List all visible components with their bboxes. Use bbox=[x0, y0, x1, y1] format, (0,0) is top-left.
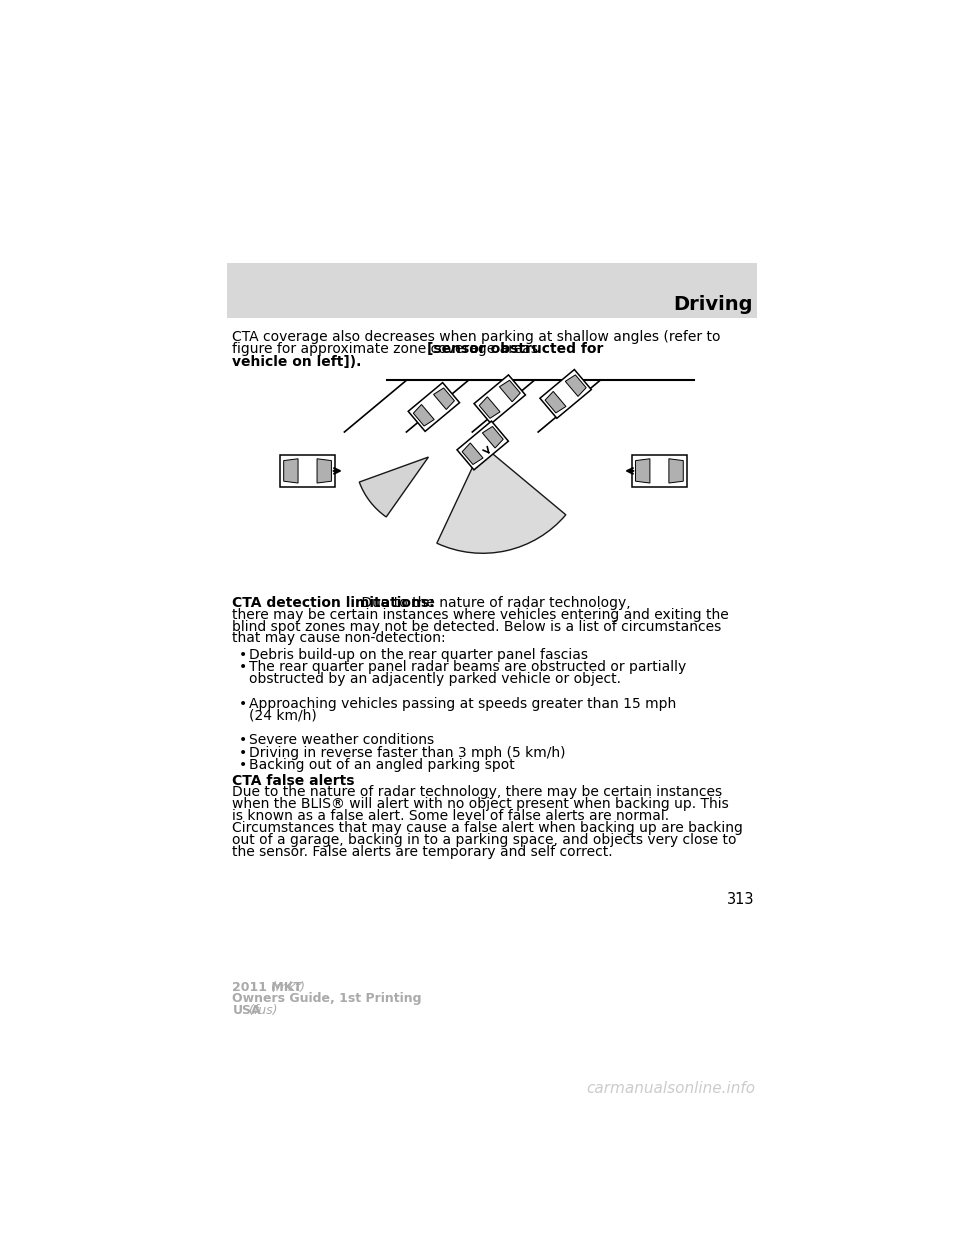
Text: Approaching vehicles passing at speeds greater than 15 mph: Approaching vehicles passing at speeds g… bbox=[250, 697, 677, 710]
Text: is known as a false alert. Some level of false alerts are normal.: is known as a false alert. Some level of… bbox=[232, 810, 669, 823]
Text: •: • bbox=[239, 734, 247, 748]
Polygon shape bbox=[457, 421, 509, 469]
Polygon shape bbox=[408, 383, 460, 431]
Text: Due to the nature of radar technology, there may be certain instances: Due to the nature of radar technology, t… bbox=[232, 785, 723, 800]
Polygon shape bbox=[565, 375, 587, 396]
Text: when the BLIS® will alert with no object present when backing up. This: when the BLIS® will alert with no object… bbox=[232, 797, 730, 811]
Text: 313: 313 bbox=[727, 892, 754, 907]
Text: The rear quarter panel radar beams are obstructed or partially: The rear quarter panel radar beams are o… bbox=[250, 661, 686, 674]
Text: there may be certain instances where vehicles entering and exiting the: there may be certain instances where veh… bbox=[232, 607, 730, 621]
Text: blind spot zones may not be detected. Below is a list of circumstances: blind spot zones may not be detected. Be… bbox=[232, 620, 722, 633]
Polygon shape bbox=[540, 370, 591, 419]
Text: (fus): (fus) bbox=[246, 1004, 277, 1017]
Text: •: • bbox=[239, 648, 247, 662]
Text: CTA false alerts: CTA false alerts bbox=[232, 774, 355, 787]
Text: •: • bbox=[239, 758, 247, 773]
Text: •: • bbox=[239, 745, 247, 760]
Text: Backing out of an angled parking spot: Backing out of an angled parking spot bbox=[250, 758, 516, 773]
Text: Severe weather conditions: Severe weather conditions bbox=[250, 734, 435, 748]
Text: CTA coverage also decreases when parking at shallow angles (refer to: CTA coverage also decreases when parking… bbox=[232, 330, 721, 344]
Text: 2011 MKT: 2011 MKT bbox=[232, 981, 302, 994]
Polygon shape bbox=[479, 396, 500, 419]
Text: the sensor. False alerts are temporary and self correct.: the sensor. False alerts are temporary a… bbox=[232, 845, 613, 859]
Polygon shape bbox=[499, 380, 520, 401]
Text: that may cause non-detection:: that may cause non-detection: bbox=[232, 631, 446, 646]
Text: Driving in reverse faster than 3 mph (5 km/h): Driving in reverse faster than 3 mph (5 … bbox=[250, 745, 566, 760]
Polygon shape bbox=[633, 455, 686, 487]
Polygon shape bbox=[462, 443, 483, 465]
Wedge shape bbox=[437, 446, 565, 553]
Text: Debris build-up on the rear quarter panel fascias: Debris build-up on the rear quarter pane… bbox=[250, 648, 588, 662]
Wedge shape bbox=[359, 457, 428, 517]
Text: (24 km/h): (24 km/h) bbox=[250, 709, 317, 723]
Text: vehicle on left]).: vehicle on left]). bbox=[232, 355, 362, 369]
Bar bbox=[227, 263, 757, 318]
Text: (mkt): (mkt) bbox=[267, 981, 305, 994]
Polygon shape bbox=[482, 426, 503, 448]
Text: out of a garage, backing in to a parking space, and objects very close to: out of a garage, backing in to a parking… bbox=[232, 833, 737, 847]
Text: Owners Guide, 1st Printing: Owners Guide, 1st Printing bbox=[232, 992, 421, 1005]
Text: obstructed by an adjacently parked vehicle or object.: obstructed by an adjacently parked vehic… bbox=[250, 672, 621, 687]
Polygon shape bbox=[636, 458, 650, 483]
Polygon shape bbox=[414, 405, 434, 426]
Polygon shape bbox=[434, 388, 454, 410]
Text: figure for approximate zone coverage areas: figure for approximate zone coverage are… bbox=[232, 343, 542, 356]
Polygon shape bbox=[545, 391, 566, 412]
Text: •: • bbox=[239, 661, 247, 674]
Polygon shape bbox=[280, 455, 335, 487]
Text: CTA detection limitations:: CTA detection limitations: bbox=[232, 596, 435, 610]
Text: Driving: Driving bbox=[673, 294, 753, 314]
Polygon shape bbox=[317, 458, 331, 483]
Polygon shape bbox=[474, 375, 525, 424]
Text: Circumstances that may cause a false alert when backing up are backing: Circumstances that may cause a false ale… bbox=[232, 821, 743, 836]
Text: Due to the nature of radar technology,: Due to the nature of radar technology, bbox=[357, 596, 631, 610]
Text: •: • bbox=[239, 697, 247, 710]
Polygon shape bbox=[284, 458, 298, 483]
Polygon shape bbox=[669, 458, 684, 483]
Text: USA: USA bbox=[232, 1004, 261, 1017]
Text: [sensor obstructed for: [sensor obstructed for bbox=[427, 343, 604, 356]
Text: carmanualsonline.info: carmanualsonline.info bbox=[587, 1081, 756, 1095]
